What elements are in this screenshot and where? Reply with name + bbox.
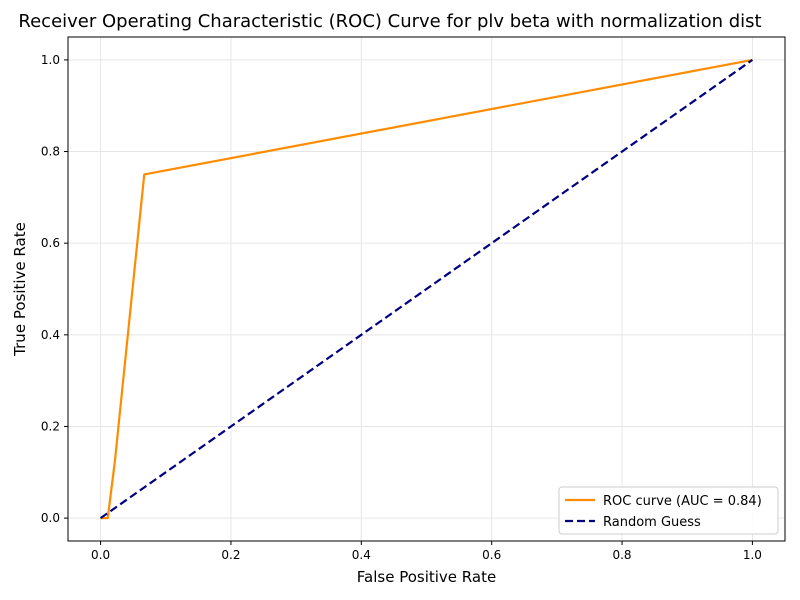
y-tick-label: 0.6 bbox=[41, 236, 60, 250]
roc-curve-line bbox=[100, 58, 753, 520]
x-tick-label: 0.6 bbox=[482, 548, 501, 562]
legend-box bbox=[558, 486, 779, 535]
y-axis-label: True Positive Rate bbox=[11, 222, 29, 357]
y-tick-label: 0.4 bbox=[41, 328, 60, 342]
x-tick-label: 0.8 bbox=[612, 548, 631, 562]
x-tick-label: 0.0 bbox=[91, 548, 110, 562]
ticks-group: 0.0 0.2 0.4 0.6 0.8 1.0 0.0 0.2 0.4 0.6 0.8 1.0 bbox=[41, 53, 762, 562]
legend-label-roc: ROC curve (AUC = 0.84) bbox=[603, 494, 762, 509]
series-group bbox=[99, 58, 754, 520]
legend-label-random: Random Guess bbox=[603, 515, 701, 530]
y-tick-label: 0.8 bbox=[41, 145, 60, 159]
x-axis-label: False Positive Rate bbox=[357, 568, 496, 586]
y-tick-label: 0.0 bbox=[41, 511, 60, 525]
x-tick-label: 0.2 bbox=[221, 548, 240, 562]
x-tick-label: 1.0 bbox=[743, 548, 762, 562]
random-guess-line bbox=[99, 59, 754, 519]
y-tick-label: 0.2 bbox=[41, 419, 60, 433]
x-tick-label: 0.4 bbox=[352, 548, 371, 562]
y-tick-label: 1.0 bbox=[41, 53, 60, 67]
legend: ROC curve (AUC = 0.84) Random Guess bbox=[558, 486, 779, 535]
grid bbox=[68, 37, 785, 541]
plot-frame bbox=[67, 36, 786, 542]
chart-title: Receiver Operating Characteristic (ROC) … bbox=[18, 11, 761, 32]
